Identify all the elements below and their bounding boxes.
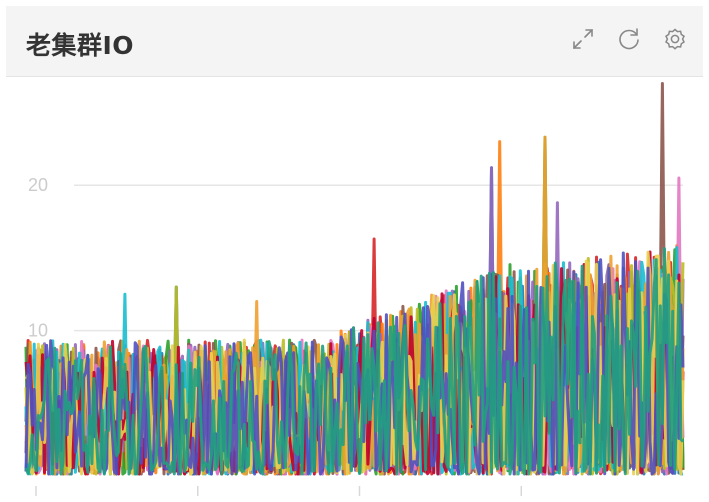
series-layer [24, 82, 685, 476]
panel-toolbar [569, 24, 689, 54]
series-line [24, 247, 685, 476]
settings-icon[interactable] [661, 24, 689, 54]
expand-icon[interactable] [569, 24, 597, 54]
y-tick-label: 10 [28, 321, 48, 341]
line-chart: 10 20 [24, 82, 685, 496]
panel-header: 老集群IO [6, 6, 703, 77]
chart-panel: 老集群IO [6, 6, 703, 496]
panel-title: 老集群IO [26, 31, 135, 60]
refresh-icon[interactable] [615, 24, 643, 54]
y-tick-label: 20 [28, 175, 48, 195]
axis-layer: 10 20 [28, 175, 522, 496]
